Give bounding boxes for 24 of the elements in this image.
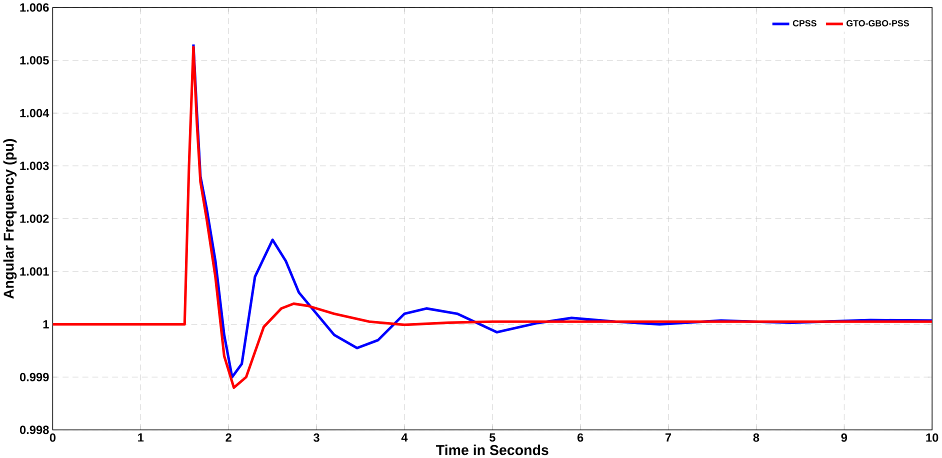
x-tick-label: 9 — [841, 433, 848, 442]
x-tick-label: 2 — [226, 433, 232, 442]
y-tick-label: 1.002 — [20, 214, 49, 223]
x-tick-label: 5 — [489, 433, 496, 442]
x-tick-label: 7 — [665, 433, 672, 442]
x-tick-label: 8 — [753, 433, 760, 442]
y-tick-label: 1.006 — [20, 3, 49, 12]
y-axis-title: Angular Frequency (pu) — [3, 138, 17, 298]
y-tick-label: 0.998 — [20, 425, 49, 434]
x-tick-label: 3 — [314, 433, 320, 442]
y-tick-label: 1 — [43, 320, 49, 328]
y-tick-label: 1.005 — [20, 56, 49, 64]
x-tick-label: 4 — [401, 433, 408, 442]
legend-label: GTO-GBO-PSS — [846, 20, 910, 26]
y-tick-label: 1.003 — [20, 161, 49, 170]
y-tick-label: 1.004 — [20, 108, 50, 118]
x-tick-label: 6 — [577, 433, 584, 442]
x-tick-label: 10 — [926, 433, 938, 442]
y-tick-label: 1.001 — [20, 267, 49, 276]
y-tick-label: 0.999 — [20, 372, 49, 382]
x-tick-label: 0 — [50, 433, 56, 442]
x-tick-label: 1 — [138, 433, 144, 442]
legend-label: CPSS — [792, 20, 816, 26]
x-axis-title: Time in Seconds — [436, 444, 548, 455]
